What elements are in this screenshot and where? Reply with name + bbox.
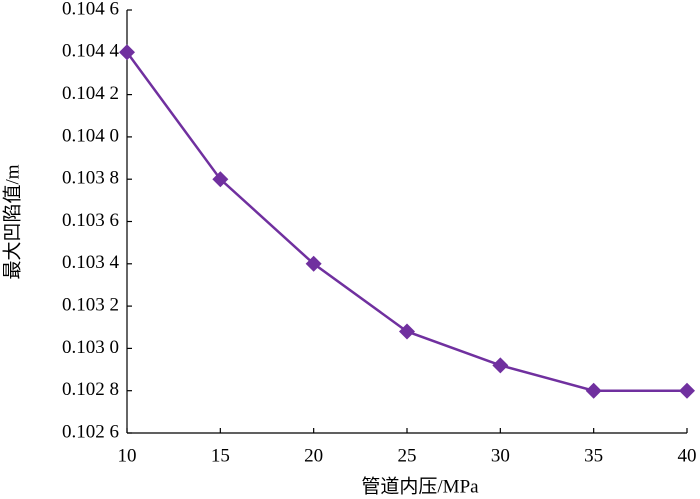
data-point xyxy=(212,171,229,188)
data-point xyxy=(119,44,135,61)
x-tick-label: 15 xyxy=(211,445,230,466)
data-point xyxy=(492,357,509,374)
data-point xyxy=(399,323,415,340)
y-tick-label: 0.102 6 xyxy=(62,421,119,442)
y-tick-label: 0.104 2 xyxy=(62,83,119,104)
y-tick-label: 0.104 0 xyxy=(62,125,119,146)
y-tick-label: 0.104 4 xyxy=(62,41,120,62)
y-tick-label: 0.103 2 xyxy=(62,294,119,315)
x-tick-label: 35 xyxy=(584,445,603,466)
x-tick-label: 30 xyxy=(491,445,510,466)
data-point xyxy=(679,382,695,399)
y-tick-label: 0.103 6 xyxy=(62,210,119,231)
x-axis-title: 管道内压/MPa xyxy=(361,475,479,497)
y-axis-title: 最大凹陷值/m xyxy=(1,164,23,279)
x-tick-label: 40 xyxy=(678,445,697,466)
data-point xyxy=(585,382,602,399)
y-tick-label: 0.103 0 xyxy=(62,337,119,358)
x-tick-label: 20 xyxy=(304,445,323,466)
data-line xyxy=(125,51,687,392)
x-tick-label: 10 xyxy=(118,445,137,466)
x-tick-label: 25 xyxy=(398,445,417,466)
data-point xyxy=(305,255,322,272)
y-tick-label: 0.102 8 xyxy=(62,379,119,400)
y-tick-label: 0.104 6 xyxy=(62,0,119,19)
y-tick-label: 0.103 4 xyxy=(62,252,120,273)
y-tick-label: 0.103 8 xyxy=(62,168,119,189)
